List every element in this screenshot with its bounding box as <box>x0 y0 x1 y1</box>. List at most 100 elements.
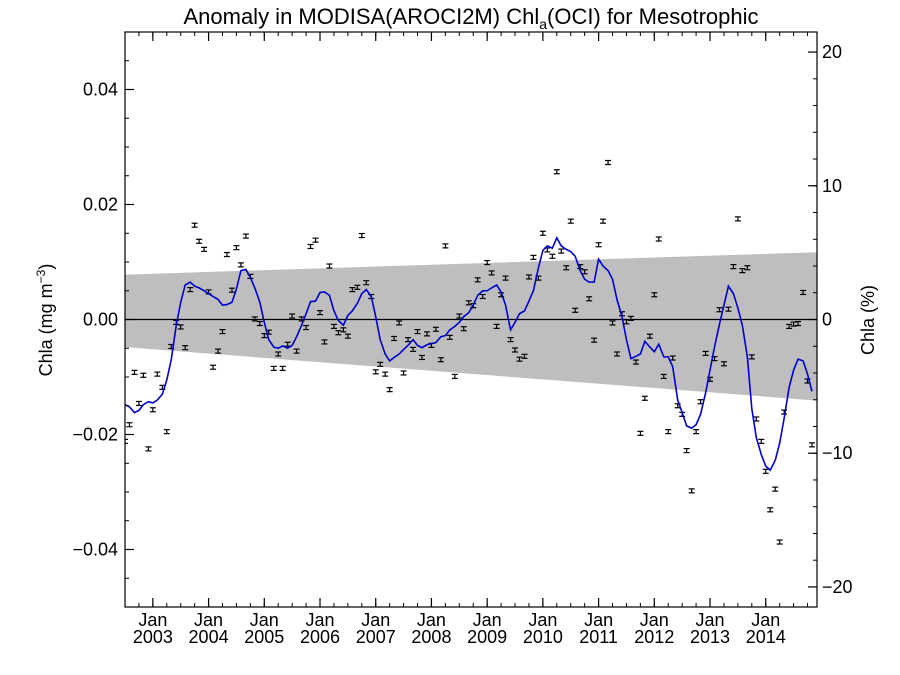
data-point <box>641 395 648 401</box>
y-tick-label: 0.04 <box>83 80 118 100</box>
trend-band <box>125 252 817 401</box>
data-point <box>177 324 184 330</box>
data-point <box>474 277 481 283</box>
data-point <box>386 387 393 393</box>
data-point <box>605 159 612 166</box>
x-tick-year: 2008 <box>411 627 451 647</box>
data-point <box>140 372 147 378</box>
data-point <box>372 369 379 375</box>
data-point <box>688 488 695 494</box>
data-point <box>135 400 142 407</box>
data-point <box>730 264 737 270</box>
x-tick-month: Jan <box>305 610 334 630</box>
data-point <box>567 218 574 224</box>
y2-tick-label: 0 <box>822 310 832 330</box>
data-point <box>776 539 783 545</box>
data-point <box>637 430 644 436</box>
data-point <box>145 446 152 452</box>
x-tick-month: Jan <box>640 610 669 630</box>
data-point <box>307 243 314 250</box>
data-point <box>502 275 509 281</box>
y2-axis-label: Chla (%) <box>858 285 878 355</box>
data-point <box>595 242 602 248</box>
y2-tick-label: 20 <box>822 42 842 62</box>
data-point <box>600 218 607 224</box>
x-tick-year: 2003 <box>133 627 173 647</box>
data-point <box>219 328 226 335</box>
data-point <box>465 300 472 306</box>
data-point <box>391 335 398 342</box>
data-point <box>660 373 667 380</box>
x-tick-year: 2012 <box>634 627 674 647</box>
data-point <box>512 347 519 353</box>
data-point <box>125 438 128 444</box>
data-point <box>163 429 170 435</box>
left-axis: 0.04 0.02 0.00 −0.02 −0.04 <box>72 31 134 608</box>
data-point <box>516 356 523 362</box>
data-point <box>748 354 755 360</box>
data-point <box>326 263 333 269</box>
x-tick-month: Jan <box>751 610 780 630</box>
data-point <box>702 350 709 357</box>
data-point <box>344 333 351 339</box>
data-point <box>418 354 425 361</box>
data-point <box>442 243 449 249</box>
data-point <box>507 337 514 343</box>
data-point <box>335 330 342 336</box>
data-point <box>493 323 500 329</box>
x-tick-year: 2014 <box>746 627 786 647</box>
x-tick-year: 2011 <box>579 627 618 647</box>
data-point <box>317 310 324 316</box>
data-point <box>460 326 467 332</box>
data-point <box>586 296 593 302</box>
data-point <box>591 337 598 343</box>
data-point <box>655 236 662 242</box>
data-point <box>525 274 532 280</box>
data-point <box>131 369 138 375</box>
smoothed-line <box>125 236 813 472</box>
data-point <box>377 361 384 367</box>
data-point <box>396 320 403 326</box>
data-point <box>563 265 570 271</box>
data-point <box>627 315 634 321</box>
data-point <box>549 253 556 259</box>
y-tick-label: 0.00 <box>83 310 118 330</box>
data-point <box>665 429 672 435</box>
data-point <box>451 373 458 380</box>
data-point <box>739 268 746 274</box>
data-point <box>762 468 769 474</box>
x-tick-year: 2010 <box>523 627 563 647</box>
data-point <box>484 259 491 266</box>
data-point <box>340 327 347 333</box>
data-point <box>382 371 389 377</box>
data-point <box>572 307 579 313</box>
x-tick-year: 2007 <box>356 627 396 647</box>
data-point <box>479 293 486 300</box>
data-point <box>744 265 751 271</box>
data-point <box>693 429 700 435</box>
data-point <box>720 361 727 367</box>
data-point <box>767 507 774 513</box>
y-tick-label: 0.02 <box>83 195 118 215</box>
x-tick-month: Jan <box>584 610 613 630</box>
data-point <box>786 323 793 329</box>
data-point <box>293 348 300 354</box>
data-point <box>330 323 337 329</box>
data-point <box>270 365 277 371</box>
data-point <box>437 357 444 363</box>
data-point <box>405 337 412 343</box>
x-tick-month: Jan <box>361 610 390 630</box>
data-point <box>182 345 189 351</box>
data-point <box>558 248 565 254</box>
y2-tick-label: −10 <box>822 443 853 463</box>
data-point <box>191 222 198 228</box>
x-tick-month: Jan <box>138 610 167 630</box>
x-tick-month: Jan <box>250 610 279 630</box>
data-point <box>237 262 244 268</box>
x-tick-year: 2006 <box>300 627 340 647</box>
data-point <box>233 245 240 251</box>
right-axis: 20 10 0 −10 −20 <box>808 42 853 597</box>
x-tick-month: Jan <box>194 610 223 630</box>
y-axis-label: Chla (mg m−3) <box>34 264 56 377</box>
y-tick-label: −0.04 <box>72 540 118 560</box>
